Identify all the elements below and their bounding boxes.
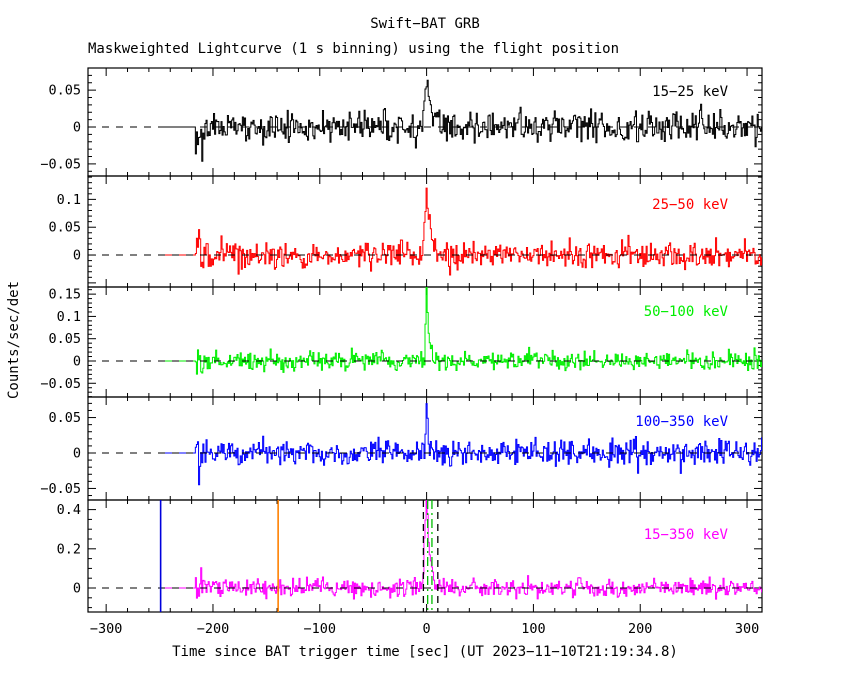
x-ticks-100-350-kev — [105, 397, 748, 500]
series-50-100-kev — [160, 287, 762, 375]
x-tick-label: 200 — [628, 621, 652, 637]
chart-title: Swift−BAT GRB — [370, 16, 480, 32]
y-tick-label-15-350-kev: 0.2 — [57, 541, 81, 557]
band-label-15-25-kev: 15−25 keV — [652, 84, 728, 100]
y-axis-label: Counts/sec/det — [6, 281, 22, 399]
y-tick-label-50-100-kev: 0.1 — [57, 309, 81, 325]
y-tick-label-100-350-kev: 0.05 — [48, 410, 81, 426]
band-label-15-350-kev: 15−350 keV — [643, 527, 728, 543]
band-label-50-100-kev: 50−100 keV — [643, 304, 728, 320]
y-tick-label-15-25-kev: −0.05 — [40, 156, 81, 172]
x-tick-label: 100 — [521, 621, 545, 637]
series-25-50-kev — [160, 187, 762, 276]
panel-frame-15-350-kev — [87, 499, 763, 613]
y-ticks-25-50-kev — [88, 176, 762, 284]
y-tick-label-15-350-kev: 0 — [73, 581, 81, 597]
plot-generated-content: 0.050−0.050.10.0500.150.10.050−0.050.050… — [40, 67, 763, 637]
x-ticks-25-50-kev — [105, 176, 748, 287]
y-tick-label-15-350-kev: 0.4 — [57, 502, 81, 518]
x-tick-label: −300 — [90, 621, 123, 637]
x-ticks-50-100-kev — [105, 287, 748, 397]
panel-100-350-kev: 0.05 0 −0.05 — [40, 396, 763, 501]
x-tick-label: −200 — [197, 621, 230, 637]
panel-15-350-kev: 0.4 0.2 0 −300 −200 −100 0 100 200 300 — [57, 499, 763, 637]
y-tick-label-100-350-kev: −0.05 — [40, 481, 81, 497]
y-tick-label-15-25-kev: 0 — [73, 120, 81, 136]
y-tick-label-100-350-kev: 0 — [73, 446, 81, 462]
y-ticks-100-350-kev — [88, 402, 762, 497]
x-axis-label: Time since BAT trigger time [sec] (UT 20… — [172, 644, 678, 660]
y-tick-label-25-50-kev: 0.1 — [57, 192, 81, 208]
band-label-100-350-kev: 100−350 keV — [635, 414, 728, 430]
band-label-25-50-kev: 25−50 keV — [652, 197, 728, 213]
x-tick-label: 0 — [423, 621, 431, 637]
panel-50-100-kev: 0.15 0.1 0.05 0 −0.05 — [40, 286, 763, 398]
x-ticks-15-350-kev — [105, 500, 748, 612]
y-tick-label-50-100-kev: −0.05 — [40, 376, 81, 392]
series-15-25-kev — [160, 79, 762, 162]
x-tick-label: 300 — [735, 621, 759, 637]
y-tick-label-15-25-kev: 0.05 — [48, 83, 81, 99]
y-tick-label-50-100-kev: 0.05 — [48, 331, 81, 347]
y-tick-label-50-100-kev: 0.15 — [48, 287, 81, 303]
series-15-350-kev — [160, 500, 762, 600]
panel-25-50-kev: 0.1 0.05 0 — [48, 175, 763, 288]
y-ticks-50-100-kev — [88, 289, 762, 398]
x-tick-label: −100 — [304, 621, 337, 637]
y-tick-label-25-50-kev: 0 — [73, 248, 81, 264]
chart-subtitle: Maskweighted Lightcurve (1 s binning) us… — [88, 41, 620, 57]
y-tick-label-50-100-kev: 0 — [73, 353, 81, 369]
x-ticks-15-25-kev — [105, 68, 748, 176]
y-tick-label-25-50-kev: 0.05 — [48, 220, 81, 236]
panel-frame-25-50-kev — [87, 175, 763, 288]
series-100-350-kev — [160, 403, 762, 486]
